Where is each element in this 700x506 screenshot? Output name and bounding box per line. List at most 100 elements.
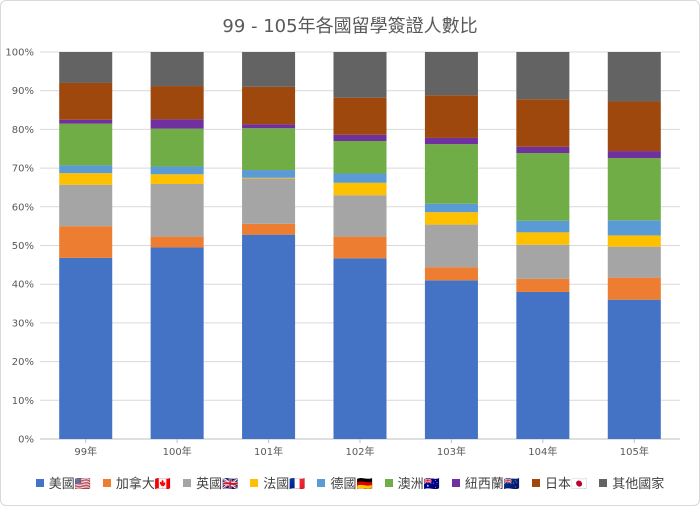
y-tick-label: 60%: [12, 202, 34, 213]
legend-item: 法國🇫🇷: [250, 473, 305, 492]
y-tick-label: 70%: [12, 164, 34, 175]
legend-label: 日本🇯🇵: [545, 477, 588, 492]
x-tick-label: 103年: [437, 445, 466, 458]
legend-swatch: [317, 478, 326, 487]
bar-segment: [59, 52, 113, 83]
bar-segment: [424, 144, 478, 204]
legend: 美國🇺🇸 加拿大🇨🇦 英國🇬🇧 法國🇫🇷 德國🇩🇪 澳洲🇦🇺 紐西蘭🇳🇿 日本🇯🇵 其他國家: [0, 473, 700, 492]
legend-label: 澳洲🇦🇺: [397, 477, 440, 492]
bar-segment: [242, 86, 296, 125]
bar-segment: [424, 137, 478, 145]
x-tick-label: 105年: [620, 445, 649, 458]
bar-segment: [424, 224, 478, 268]
bar-segment: [150, 128, 204, 167]
bar-segment: [516, 99, 570, 147]
legend-swatch: [250, 478, 259, 487]
bar-segment: [242, 128, 296, 171]
legend-item: 其他國家: [599, 473, 664, 492]
x-tick-label: 99年: [74, 445, 97, 458]
bar-segment: [242, 52, 296, 87]
bar-segment: [150, 183, 204, 237]
legend-swatch: [384, 478, 393, 487]
bar-segment: [333, 134, 387, 142]
bar-segment: [607, 299, 661, 439]
bar-segment: [242, 178, 296, 224]
legend-item: 紐西蘭🇳🇿: [451, 473, 521, 492]
legend-swatch: [532, 478, 541, 487]
chart-title: 99 - 105年各國留學簽證人數比: [222, 16, 478, 37]
bar-segment: [333, 195, 387, 237]
bar-segment: [516, 146, 570, 154]
legend-label: 法國🇫🇷: [263, 477, 306, 492]
bar-segment: [424, 267, 478, 281]
legend-swatch: [183, 478, 192, 487]
bar-segment: [333, 236, 387, 259]
legend-item: 澳洲🇦🇺: [384, 473, 440, 492]
bar-segment: [424, 203, 478, 213]
bar-segment: [333, 258, 387, 439]
bar-segment: [59, 226, 113, 258]
legend-label: 其他國家: [612, 477, 665, 492]
bar-segment: [150, 52, 204, 87]
y-tick-label: 90%: [12, 86, 34, 97]
legend-label: 加拿大🇨🇦: [115, 477, 172, 492]
bar-segment: [242, 234, 296, 439]
bar-segment: [150, 119, 204, 129]
x-axis: 99年 100年 101年 102年 103年 104年 105年: [74, 439, 649, 458]
bar-segment: [516, 52, 570, 100]
x-tick-label: 101年: [254, 445, 283, 458]
bar-segment: [59, 184, 113, 227]
bar-segment: [607, 52, 661, 102]
bar-segment: [516, 244, 570, 279]
legend-label: 美國🇺🇸: [48, 477, 91, 492]
bar-segment: [150, 236, 204, 248]
bar-segment: [333, 97, 387, 135]
legend-item: 加拿大🇨🇦: [102, 473, 172, 492]
bar-segment: [607, 158, 661, 221]
y-tick-label: 50%: [12, 241, 34, 252]
bar-segment: [607, 151, 661, 159]
bar-segment: [607, 277, 661, 300]
y-tick-label: 20%: [12, 357, 34, 368]
legend-swatch: [599, 478, 608, 487]
bar-segment: [59, 257, 113, 439]
legend-item: 日本🇯🇵: [532, 473, 587, 492]
bar-segment: [516, 220, 570, 233]
bar-segment: [150, 247, 204, 439]
x-tick-label: 104年: [528, 445, 557, 458]
y-axis: 0% 10% 20% 30% 40% 50% 60% 70% 80% 90% 100%: [5, 48, 34, 446]
bar-segment: [424, 212, 478, 225]
bar-segment: [424, 52, 478, 96]
legend-label: 紐西蘭🇳🇿: [464, 477, 521, 492]
bar-segment: [59, 82, 113, 120]
bar-segment: [607, 220, 661, 236]
bar-segment: [150, 86, 204, 120]
bar-segment: [333, 182, 387, 196]
bar-segment: [516, 232, 570, 245]
bar-segment: [424, 95, 478, 138]
x-tick-label: 100年: [163, 445, 192, 458]
y-tick-label: 30%: [12, 318, 34, 329]
bar-segment: [516, 291, 570, 439]
x-tick-label: 102年: [345, 445, 374, 458]
bar-stacks: [59, 52, 661, 439]
bar-segment: [59, 173, 113, 185]
bar-segment: [150, 166, 204, 175]
y-tick-label: 80%: [12, 125, 34, 136]
y-tick-label: 40%: [12, 280, 34, 291]
y-tick-label: 0%: [18, 435, 34, 446]
bar-segment: [242, 177, 296, 179]
y-tick-label: 10%: [12, 396, 34, 407]
y-tick-label: 100%: [5, 48, 34, 59]
legend-swatch: [451, 478, 460, 487]
bar-segment: [333, 52, 387, 98]
bar-segment: [607, 101, 661, 152]
legend-item: 德國🇩🇪: [317, 473, 373, 492]
bar-segment: [607, 235, 661, 247]
bar-segment: [59, 165, 113, 174]
bar-segment: [516, 278, 570, 292]
bar-segment: [516, 153, 570, 221]
bar-segment: [333, 173, 387, 183]
legend-item: 美國🇺🇸: [35, 473, 91, 492]
